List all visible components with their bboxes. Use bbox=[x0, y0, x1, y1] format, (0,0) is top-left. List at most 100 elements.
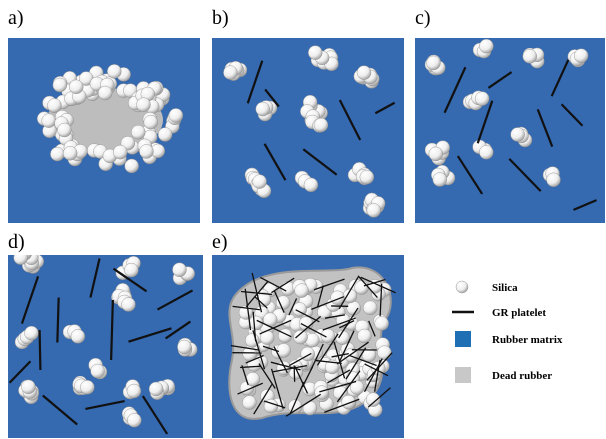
gr-platelet bbox=[487, 71, 513, 89]
panel-marks bbox=[37, 64, 184, 174]
gr-platelet bbox=[331, 352, 349, 358]
gr-platelet bbox=[336, 341, 369, 365]
legend-label: GR platelet bbox=[492, 307, 546, 319]
gr-platelet bbox=[338, 99, 362, 141]
gr-platelet bbox=[311, 296, 345, 310]
silica-particle bbox=[80, 380, 95, 395]
panel-marks bbox=[230, 272, 397, 417]
silica-particle bbox=[131, 124, 146, 140]
gr-platelet bbox=[336, 370, 361, 403]
silica-particle bbox=[330, 290, 345, 305]
gr-platelet bbox=[288, 298, 298, 316]
gr-platelet bbox=[272, 364, 308, 373]
gr-platelet bbox=[536, 108, 554, 148]
silica-particle bbox=[313, 117, 329, 133]
silica-particle bbox=[365, 392, 381, 407]
silica-particle bbox=[363, 300, 378, 315]
silica-particle bbox=[366, 203, 381, 218]
gr-platelet bbox=[338, 276, 359, 310]
silica-particle bbox=[510, 127, 525, 142]
gr-platelet bbox=[302, 148, 338, 176]
silica-particle bbox=[148, 381, 164, 397]
silica-particle bbox=[252, 174, 267, 189]
silica-particle bbox=[127, 413, 142, 428]
gr-platelet bbox=[263, 143, 287, 181]
gr-platelet bbox=[273, 290, 285, 313]
gr-platelet bbox=[156, 289, 194, 311]
gr-platelet bbox=[264, 88, 280, 108]
silica-particle bbox=[428, 146, 443, 162]
gr-platelet bbox=[476, 100, 494, 144]
silica-particle bbox=[346, 300, 361, 316]
gr-platelet bbox=[313, 278, 345, 291]
gr-platelet bbox=[8, 360, 32, 384]
gr-platelet bbox=[550, 59, 570, 97]
gr-platelet bbox=[443, 66, 467, 114]
silica-particle bbox=[275, 295, 291, 310]
panel-marks bbox=[424, 38, 597, 211]
silica-particle bbox=[47, 98, 62, 113]
silica-particle bbox=[573, 48, 589, 63]
gr-platelet bbox=[270, 361, 301, 371]
gr-platelet bbox=[20, 275, 40, 325]
gr-platelet bbox=[112, 267, 148, 293]
silica-particle bbox=[341, 394, 356, 410]
silica-particle bbox=[107, 64, 122, 79]
silica-particle bbox=[374, 316, 389, 331]
legend-label: Silica bbox=[492, 282, 518, 294]
gr-platelet bbox=[251, 272, 263, 313]
silica-particle bbox=[432, 172, 447, 187]
panel-label: e) bbox=[212, 231, 228, 253]
silica-particle bbox=[70, 329, 86, 344]
silica-particle bbox=[546, 172, 561, 188]
silica-particle bbox=[474, 91, 490, 106]
silica-particle bbox=[359, 169, 375, 185]
gr-platelet bbox=[508, 158, 542, 192]
silica-particle bbox=[356, 65, 372, 80]
gr-platelet bbox=[294, 366, 309, 394]
silica-particle bbox=[69, 79, 84, 95]
silica-particle bbox=[361, 347, 377, 363]
gr-platelet bbox=[319, 380, 357, 393]
gr-platelet bbox=[56, 297, 60, 343]
silica-particle bbox=[143, 114, 158, 130]
gr-platelet bbox=[271, 277, 295, 294]
gr-platelet bbox=[316, 285, 324, 308]
silica-particle bbox=[113, 144, 128, 160]
silica-particle bbox=[124, 262, 139, 278]
gr-platelet bbox=[345, 347, 367, 380]
silica-particle bbox=[357, 328, 372, 344]
gr-platelet bbox=[333, 341, 346, 379]
gr-platelet bbox=[379, 283, 383, 317]
silica-particle bbox=[52, 77, 68, 93]
gr-platelet bbox=[89, 258, 101, 298]
gr-platelet bbox=[254, 295, 268, 309]
silica-particle bbox=[57, 122, 72, 138]
silica-particle bbox=[256, 292, 272, 307]
gr-platelet bbox=[560, 103, 584, 127]
gr-platelet bbox=[374, 101, 396, 115]
silica-particle bbox=[377, 345, 392, 360]
silica-particle bbox=[223, 65, 238, 80]
legend-label: Rubber matrix bbox=[492, 334, 563, 346]
gr-platelet bbox=[252, 330, 266, 370]
silica-particle bbox=[242, 395, 257, 410]
gr-platelet bbox=[110, 299, 114, 361]
gr-platelet bbox=[258, 363, 276, 389]
gr-platelet bbox=[253, 384, 273, 415]
gr-platelet bbox=[42, 394, 78, 426]
gr-platelet bbox=[128, 327, 172, 343]
gr-platelet bbox=[349, 354, 377, 367]
gr-platelet bbox=[164, 320, 192, 340]
gr-platelet bbox=[232, 305, 261, 311]
silica-particle bbox=[41, 113, 56, 128]
legend-silica-icon bbox=[455, 280, 469, 294]
silica-particle bbox=[126, 383, 142, 399]
silica-particle bbox=[255, 101, 270, 117]
gr-platelet bbox=[367, 387, 391, 408]
gr-platelet bbox=[295, 315, 322, 339]
gr-platelet bbox=[360, 276, 397, 294]
gr-platelet bbox=[244, 288, 252, 331]
gr-platelet bbox=[259, 319, 292, 335]
